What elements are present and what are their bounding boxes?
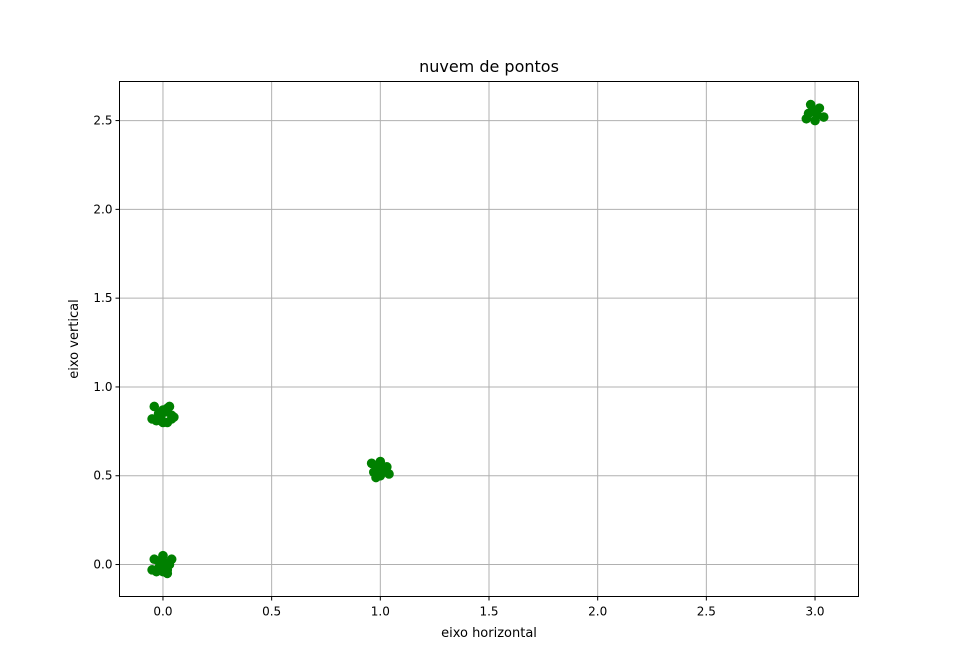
data-point — [375, 470, 386, 481]
x-axis-label: eixo horizontal — [441, 626, 537, 641]
y-tick-label: 0.0 — [93, 558, 112, 572]
x-tick-label: 1.0 — [371, 605, 390, 619]
y-axis-ticks: 0.0 0.5 1.0 1.5 2.0 2.5 — [93, 114, 120, 572]
grid-lines — [119, 81, 859, 597]
x-tick-label: 0.0 — [153, 605, 172, 619]
y-tick-label: 2.5 — [93, 114, 112, 128]
data-point — [153, 556, 164, 566]
chart-title: nuvem de pontos — [419, 57, 559, 76]
data-points — [147, 99, 829, 579]
data-point — [147, 565, 157, 575]
data-point — [147, 414, 157, 424]
x-tick-label: 0.5 — [262, 605, 281, 619]
y-tick-label: 1.0 — [93, 380, 112, 394]
data-point — [382, 462, 392, 472]
data-point — [158, 405, 168, 415]
data-point — [373, 462, 383, 472]
data-point — [160, 563, 170, 573]
x-tick-label: 2.0 — [588, 605, 607, 619]
data-point — [149, 401, 160, 412]
x-axis-ticks: 0.0 0.5 1.0 1.5 2.0 2.5 3.0 — [153, 596, 825, 619]
y-tick-label: 1.5 — [93, 291, 112, 305]
data-point — [166, 414, 177, 424]
y-tick-label: 0.5 — [93, 469, 112, 483]
y-tick-label: 2.0 — [93, 202, 112, 216]
x-tick-label: 1.5 — [479, 605, 498, 619]
data-point — [808, 105, 818, 115]
y-axis-label: eixo vertical — [67, 299, 82, 378]
x-tick-label: 2.5 — [697, 605, 716, 619]
x-tick-label: 3.0 — [805, 605, 824, 619]
